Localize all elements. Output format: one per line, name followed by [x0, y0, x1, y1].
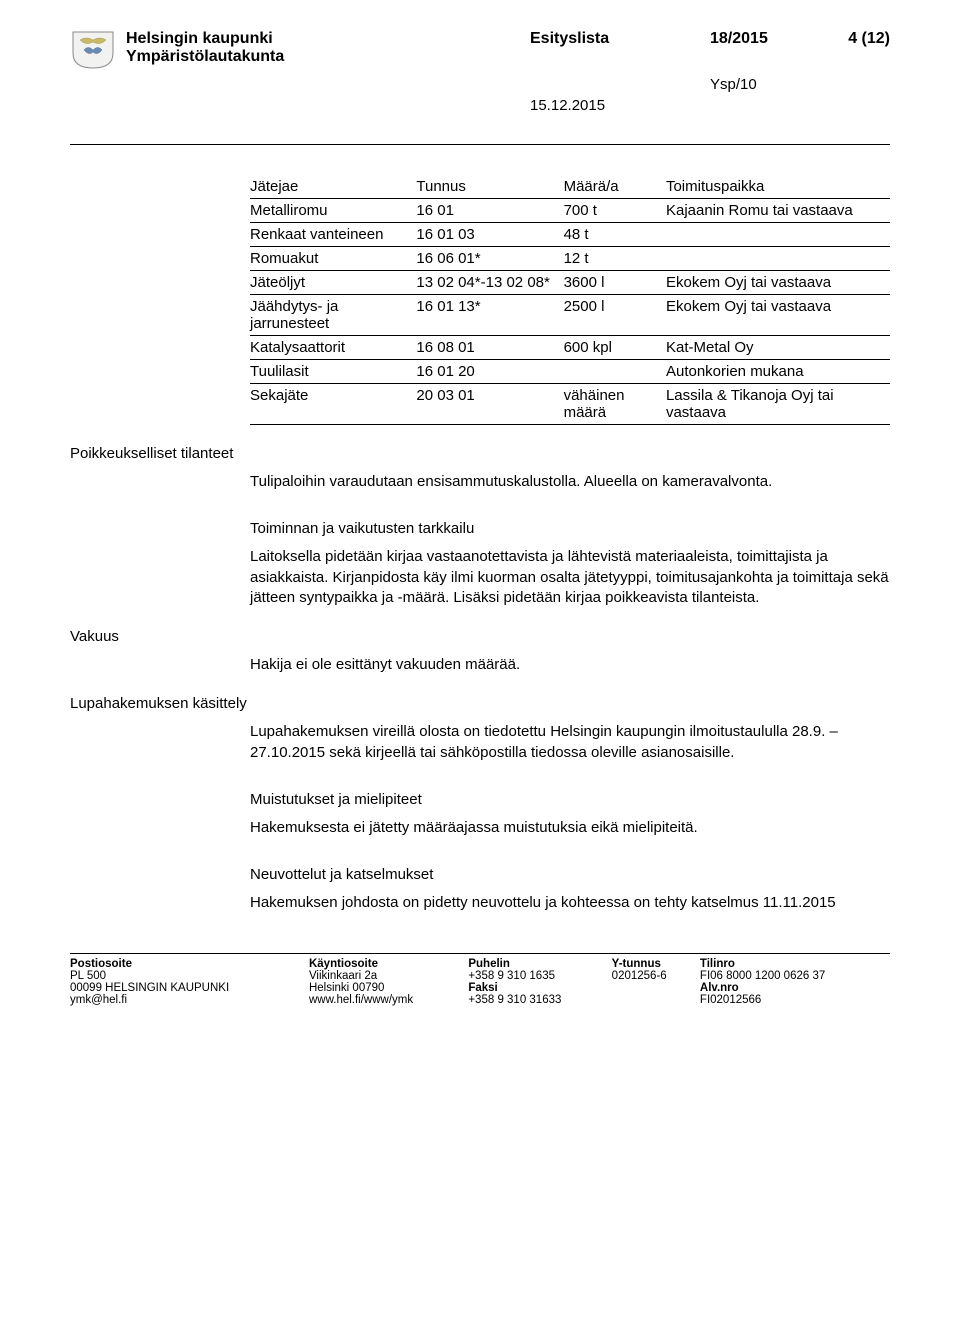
sub-header: Ysp/10	[126, 76, 890, 93]
footer-cell: ymk@hel.fi	[70, 994, 309, 1006]
table-cell: 16 01	[416, 199, 563, 223]
table-cell: Jäähdytys- ja jarrunesteet	[250, 295, 416, 336]
main-content: Jätejae Tunnus Määrä/a Toimituspaikka Me…	[250, 175, 890, 425]
table-cell: Renkaat vanteineen	[250, 223, 416, 247]
footer-table: Postiosoite Käyntiosoite Puhelin Y-tunnu…	[70, 958, 890, 1006]
table-cell	[666, 223, 890, 247]
table-row: Tuulilasit16 01 20 Autonkorien mukana	[250, 360, 890, 384]
footer-cell: www.hel.fi/www/ymk	[309, 994, 468, 1006]
doc-type: Esityslista	[530, 30, 710, 66]
footer-cell: FI06 8000 1200 0626 37	[700, 970, 890, 982]
table-cell: 16 01 20	[416, 360, 563, 384]
footer-head: Käyntiosoite	[309, 958, 468, 970]
table-cell: Metalliromu	[250, 199, 416, 223]
table-row: Katalysaattorit16 08 01600 kplKat-Metal …	[250, 336, 890, 360]
section-title: Vakuus	[70, 628, 890, 645]
section-title: Poikkeukselliset tilanteet	[70, 445, 890, 462]
sub-header-2: 15.12.2015	[126, 97, 890, 114]
table-row: Jäähdytys- ja jarrunesteet16 01 13*2500 …	[250, 295, 890, 336]
table-cell: Autonkorien mukana	[666, 360, 890, 384]
footer-cell: Viikinkaari 2a	[309, 970, 468, 982]
table-cell: Jäteöljyt	[250, 271, 416, 295]
footer-cell: Faksi	[468, 982, 611, 994]
footer-head: Tilinro	[700, 958, 890, 970]
doc-number: 18/2015	[710, 30, 810, 66]
col-header: Tunnus	[416, 175, 563, 199]
table-cell: 16 06 01*	[416, 247, 563, 271]
waste-table: Jätejae Tunnus Määrä/a Toimituspaikka Me…	[250, 175, 890, 425]
section-title: Lupahakemuksen käsittely	[70, 695, 890, 712]
footer-cell: Helsinki 00790	[309, 982, 468, 994]
footer-head: Puhelin	[468, 958, 611, 970]
table-cell: 48 t	[564, 223, 666, 247]
table-row: Sekajäte20 03 01vähäinen määräLassila & …	[250, 384, 890, 425]
table-cell: Tuulilasit	[250, 360, 416, 384]
divider	[70, 953, 890, 954]
table-row: Metalliromu16 01700 tKajaanin Romu tai v…	[250, 199, 890, 223]
table-cell: 13 02 04*-13 02 08*	[416, 271, 563, 295]
table-cell: 16 01 13*	[416, 295, 563, 336]
footer-row: PL 500 Viikinkaari 2a +358 9 310 1635 02…	[70, 970, 890, 982]
table-cell: Katalysaattorit	[250, 336, 416, 360]
footer-cell: FI02012566	[700, 994, 890, 1006]
table-cell: Ekokem Oyj tai vastaava	[666, 271, 890, 295]
table-cell: 20 03 01	[416, 384, 563, 425]
table-cell: 600 kpl	[564, 336, 666, 360]
footer-cell	[612, 982, 700, 994]
city-crest-icon	[70, 30, 116, 70]
doc-date: 15.12.2015	[530, 97, 710, 114]
footer-cell	[612, 994, 700, 1006]
table-cell: Kajaanin Romu tai vastaava	[666, 199, 890, 223]
paragraph: Lupahakemuksen vireillä olosta on tiedot…	[250, 722, 890, 763]
table-cell: 700 t	[564, 199, 666, 223]
table-cell: 16 01 03	[416, 223, 563, 247]
table-cell: Ekokem Oyj tai vastaava	[666, 295, 890, 336]
footer-cell: +358 9 310 1635	[468, 970, 611, 982]
table-cell: vähäinen määrä	[564, 384, 666, 425]
section-title: Neuvottelut ja katselmukset	[250, 866, 890, 883]
org-name: Helsingin kaupunki	[126, 30, 530, 48]
header-text: Helsingin kaupunki Ympäristölautakunta E…	[126, 30, 890, 66]
paragraph: Tulipaloihin varaudutaan ensisammutuskal…	[250, 472, 890, 492]
col-header: Jätejae	[250, 175, 416, 199]
footer-cell: Alv.nro	[700, 982, 890, 994]
section-title: Muistutukset ja mielipiteet	[250, 791, 890, 808]
table-cell: Romuakut	[250, 247, 416, 271]
table-row: Jäteöljyt13 02 04*-13 02 08*3600 lEkokem…	[250, 271, 890, 295]
footer-cell: 0201256-6	[612, 970, 700, 982]
table-header-row: Jätejae Tunnus Määrä/a Toimituspaikka	[250, 175, 890, 199]
table-cell	[666, 247, 890, 271]
paragraph: Hakemuksesta ei jätetty määräajassa muis…	[250, 818, 890, 838]
doc-ref: Ysp/10	[710, 76, 890, 93]
footer-cell: +358 9 310 31633	[468, 994, 611, 1006]
table-cell	[564, 360, 666, 384]
table-cell: 12 t	[564, 247, 666, 271]
page: Helsingin kaupunki Ympäristölautakunta E…	[0, 0, 960, 1036]
col-header: Määrä/a	[564, 175, 666, 199]
col-header: Toimituspaikka	[666, 175, 890, 199]
footer-row: Postiosoite Käyntiosoite Puhelin Y-tunnu…	[70, 958, 890, 970]
section-title: Toiminnan ja vaikutusten tarkkailu	[250, 520, 890, 537]
divider	[70, 144, 890, 145]
page-header: Helsingin kaupunki Ympäristölautakunta E…	[70, 30, 890, 70]
footer-row: ymk@hel.fi www.hel.fi/www/ymk +358 9 310…	[70, 994, 890, 1006]
table-cell: 16 08 01	[416, 336, 563, 360]
footer-head: Postiosoite	[70, 958, 309, 970]
paragraph: Hakemuksen johdosta on pidetty neuvottel…	[250, 893, 890, 913]
board-name: Ympäristölautakunta	[126, 48, 530, 66]
table-cell: Lassila & Tikanoja Oyj tai vastaava	[666, 384, 890, 425]
table-row: Romuakut16 06 01*12 t	[250, 247, 890, 271]
footer-cell: PL 500	[70, 970, 309, 982]
paragraph: Laitoksella pidetään kirjaa vastaanotett…	[250, 547, 890, 608]
footer-head: Y-tunnus	[612, 958, 700, 970]
table-cell: Kat-Metal Oy	[666, 336, 890, 360]
table-row: Renkaat vanteineen16 01 0348 t	[250, 223, 890, 247]
table-cell: 2500 l	[564, 295, 666, 336]
footer-cell: 00099 HELSINGIN KAUPUNKI	[70, 982, 309, 994]
footer-row: 00099 HELSINGIN KAUPUNKI Helsinki 00790 …	[70, 982, 890, 994]
paragraph: Hakija ei ole esittänyt vakuuden määrää.	[250, 655, 890, 675]
page-count: 4 (12)	[810, 30, 890, 66]
table-cell: 3600 l	[564, 271, 666, 295]
table-cell: Sekajäte	[250, 384, 416, 425]
